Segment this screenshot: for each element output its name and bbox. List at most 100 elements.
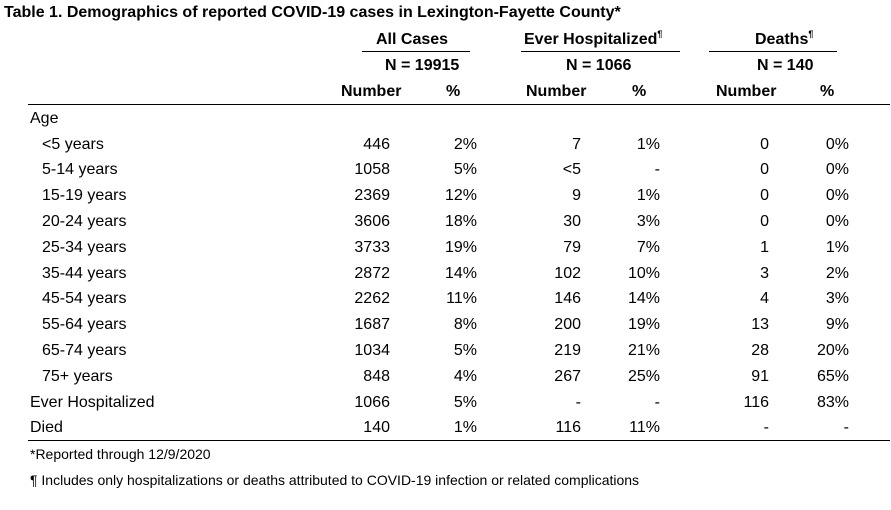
hospitalized-number-cell: 102 [554, 264, 581, 282]
group-n-all-cases: N = 19915 [385, 57, 460, 74]
demographics-table: Age <5 years 446 2% 7 1% 0 0% 5-14 years 1058 5% <5… [0, 106, 849, 441]
deaths-percent-cell: 0% [825, 161, 849, 179]
hospitalized-number-cell: 146 [554, 290, 581, 308]
footnote-marker: ¶ [808, 29, 814, 39]
deaths-number-cell: 0 [760, 135, 769, 153]
hospitalized-percent-cell: - [654, 161, 660, 179]
all-cases-number-cell: 3606 [354, 213, 390, 231]
hospitalized-percent-cell: 25% [627, 367, 660, 385]
deaths-number-cell: 28 [751, 342, 769, 360]
all-cases-percent-cell [390, 106, 477, 132]
hospitalized-number-cell: 267 [554, 367, 581, 385]
hospitalized-number-cell: 7 [572, 135, 581, 153]
table-row: 15-19 years 2369 12% 9 1% 0 0% [0, 183, 849, 209]
group-underline-all-cases [362, 51, 470, 52]
table-row: 35-44 years 2872 14% 102 10% 3 2% [0, 261, 849, 287]
hospitalized-percent-cell: 1% [636, 187, 660, 205]
subheader-number-all-cases: Number [341, 83, 402, 100]
all-cases-percent-cell: 12% [444, 187, 477, 205]
hospitalized-number-cell: 200 [554, 316, 581, 334]
table-body: Age <5 years 446 2% 7 1% 0 0% 5-14 years 1058 5% <5… [0, 106, 849, 441]
table-row: 55-64 years 1687 8% 200 19% 13 9% [0, 312, 849, 338]
all-cases-number-cell: 3733 [354, 238, 390, 256]
deaths-number-cell: 4 [760, 290, 769, 308]
group-header-all-cases: All Cases [376, 31, 448, 49]
hospitalized-percent-cell: 21% [627, 342, 660, 360]
deaths-number-cell: 3 [760, 264, 769, 282]
table-bottom-rule [28, 440, 890, 441]
subheader-percent-hospitalized: % [632, 83, 647, 100]
deaths-number-cell: 0 [760, 213, 769, 231]
row-label: 25-34 years [42, 238, 127, 256]
group-label: Ever Hospitalized [524, 31, 658, 48]
deaths-percent-cell: 0% [825, 187, 849, 205]
table-row: 25-34 years 3733 19% 79 7% 1 1% [0, 235, 849, 261]
table-row: Ever Hospitalized 1066 5% - - 116 83% [0, 390, 849, 416]
row-label: 35-44 years [42, 264, 127, 282]
all-cases-percent-cell: 18% [444, 213, 477, 231]
table-row: 65-74 years 1034 5% 219 21% 28 20% [0, 338, 849, 364]
hospitalized-number-cell: 219 [554, 342, 581, 360]
all-cases-number-cell: 2872 [354, 264, 390, 282]
row-label: 55-64 years [42, 316, 127, 334]
hospitalized-percent-cell [581, 106, 660, 132]
group-underline-ever-hospitalized [521, 51, 680, 52]
table-row: 75+ years 848 4% 267 25% 91 65% [0, 364, 849, 390]
footnote-reported-through: *Reported through 12/9/2020 [30, 446, 211, 462]
hospitalized-number-cell: 9 [572, 187, 581, 205]
table-row: <5 years 446 2% 7 1% 0 0% [0, 132, 849, 158]
table-row: 5-14 years 1058 5% <5 - 0 0% [0, 158, 849, 184]
table-row: Age [0, 106, 849, 132]
all-cases-percent-cell: 8% [453, 316, 477, 334]
all-cases-percent-cell: 2% [453, 135, 477, 153]
row-label: Ever Hospitalized [30, 393, 155, 411]
all-cases-number-cell: 1066 [354, 393, 390, 411]
deaths-number-cell: 116 [743, 393, 769, 411]
deaths-number-cell: 13 [751, 316, 769, 334]
all-cases-number-cell: 1058 [354, 161, 390, 179]
all-cases-number-cell: 848 [363, 367, 390, 385]
subheader-number-deaths: Number [716, 83, 777, 100]
row-label: Died [30, 419, 63, 437]
all-cases-number-cell: 2369 [354, 187, 390, 205]
all-cases-percent-cell: 5% [453, 161, 477, 179]
deaths-percent-cell: 1% [825, 238, 849, 256]
deaths-number-cell [660, 106, 769, 132]
deaths-percent-cell: 0% [825, 135, 849, 153]
all-cases-percent-cell: 11% [446, 290, 477, 308]
hospitalized-percent-cell: 1% [636, 135, 660, 153]
all-cases-percent-cell: 1% [453, 419, 477, 437]
row-label: 65-74 years [42, 342, 127, 360]
subheader-number-hospitalized: Number [526, 83, 587, 100]
footnote-includes-only: ¶ Includes only hospitalizations or deat… [30, 472, 640, 488]
table-row: Died 140 1% 116 11% - - [0, 416, 849, 442]
row-label: <5 years [42, 135, 104, 153]
deaths-percent-cell: 83% [816, 393, 849, 411]
deaths-percent-cell: - [843, 419, 849, 437]
deaths-percent-cell: 9% [825, 316, 849, 334]
deaths-number-cell: - [763, 419, 769, 437]
deaths-percent-cell: 20% [816, 342, 849, 360]
subheader-percent-deaths: % [820, 83, 835, 100]
hospitalized-percent-cell: 3% [636, 213, 660, 231]
hospitalized-percent-cell: - [654, 393, 660, 411]
hospitalized-number-cell: <5 [562, 161, 581, 179]
all-cases-number-cell: 140 [363, 419, 390, 437]
deaths-number-cell: 0 [760, 187, 769, 205]
subheader-percent-all-cases: % [446, 83, 461, 100]
row-label: 45-54 years [42, 290, 127, 308]
all-cases-number-cell: 2262 [354, 290, 390, 308]
table-title: Table 1. Demographics of reported COVID-… [4, 4, 621, 21]
row-label: 15-19 years [42, 187, 127, 205]
deaths-number-cell: 91 [751, 367, 769, 385]
deaths-number-cell: 0 [760, 161, 769, 179]
hospitalized-percent-cell: 7% [636, 238, 660, 256]
footnote-marker: ¶ [657, 29, 663, 39]
row-label: 5-14 years [42, 161, 118, 179]
all-cases-percent-cell: 14% [444, 264, 477, 282]
hospitalized-percent-cell: 19% [627, 316, 660, 334]
deaths-number-cell: 1 [760, 238, 769, 256]
hospitalized-number-cell: 79 [563, 238, 581, 256]
group-header-ever-hospitalized: Ever Hospitalized¶ [524, 29, 663, 49]
row-label: Age [30, 109, 59, 127]
